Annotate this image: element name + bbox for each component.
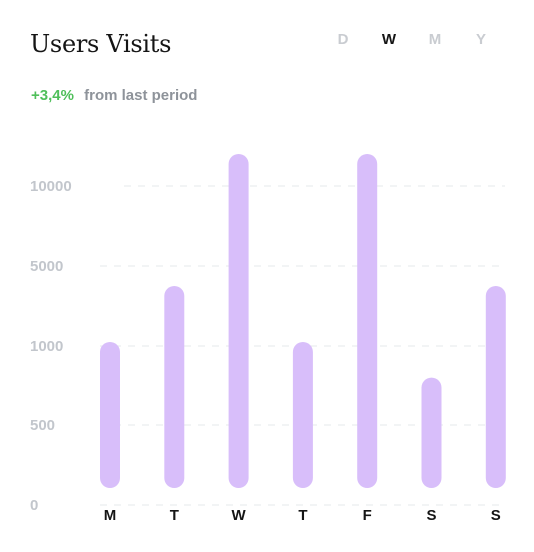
bar-1[interactable] bbox=[164, 286, 185, 488]
x-tick-label: M bbox=[104, 507, 117, 524]
period-tab-year[interactable]: Y bbox=[475, 31, 486, 48]
bars bbox=[100, 154, 506, 488]
y-tick-label: 5000 bbox=[30, 258, 63, 275]
x-tick-label: T bbox=[170, 507, 179, 524]
period-tab-week[interactable]: W bbox=[381, 31, 397, 48]
x-tick-label: S bbox=[426, 507, 436, 524]
bar-0[interactable] bbox=[100, 342, 120, 488]
x-tick-label: F bbox=[363, 507, 372, 524]
change-percent: +3,4% bbox=[31, 87, 74, 104]
y-tick-label: 10000 bbox=[30, 178, 72, 195]
bar-6[interactable] bbox=[485, 286, 506, 488]
y-tick-label: 0 bbox=[30, 497, 38, 514]
period-change-summary: +3,4% from last period bbox=[31, 86, 197, 106]
bar-4[interactable] bbox=[357, 154, 378, 488]
y-tick-label: 1000 bbox=[30, 338, 63, 355]
period-tab-month[interactable]: M bbox=[428, 31, 442, 48]
period-tabs: D W M Y bbox=[320, 30, 504, 50]
change-label: from last period bbox=[84, 87, 198, 104]
period-tab-day[interactable]: D bbox=[337, 31, 349, 48]
y-tick-label: 500 bbox=[30, 417, 55, 434]
bar-3[interactable] bbox=[292, 342, 313, 488]
bar-5[interactable] bbox=[421, 377, 442, 488]
chart-title: Users Visits bbox=[30, 30, 172, 58]
y-axis-ticks: 0 500 1000 5000 10000 bbox=[30, 178, 72, 514]
x-tick-label: S bbox=[491, 507, 501, 524]
x-tick-label: W bbox=[232, 507, 247, 524]
bar-2[interactable] bbox=[228, 154, 249, 488]
x-tick-label: T bbox=[298, 507, 307, 524]
